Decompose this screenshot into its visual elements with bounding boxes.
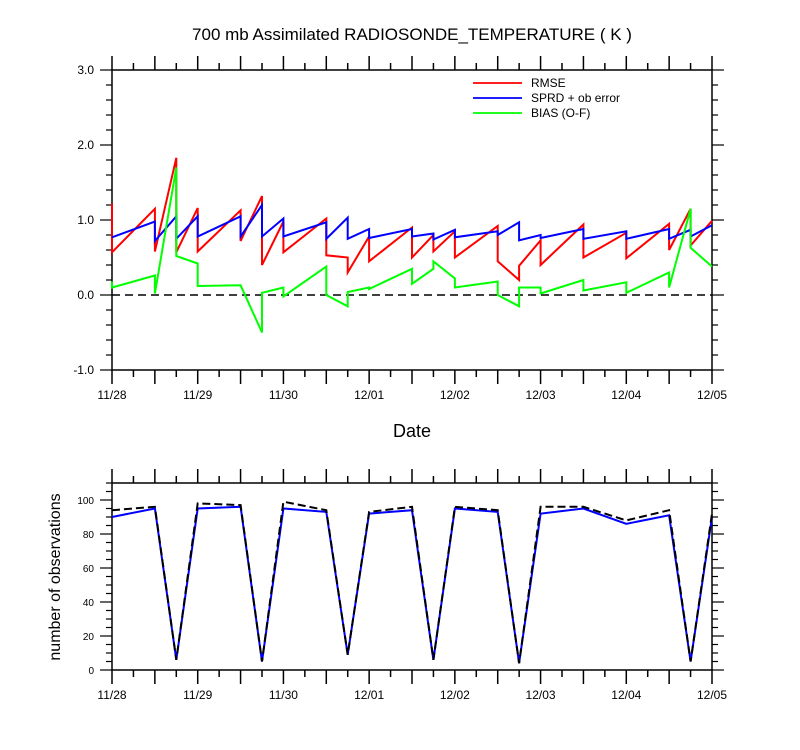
y-tick-label: 2.0: [77, 138, 94, 152]
y-tick-label: 0: [88, 666, 94, 677]
x-tick-label: 11/29: [183, 388, 212, 402]
y-tick-label: 20: [83, 632, 95, 643]
y-tick-label: 1.0: [77, 213, 94, 227]
x-axis-label: Date: [393, 421, 431, 441]
x-tick-label: 12/04: [611, 388, 641, 402]
plot-frame: [111, 69, 713, 371]
series-line-bias-o-f: [111, 167, 713, 333]
bottom-panel: 11/28 11/29 11/30 12/01 12/02 12/03 12/04 12/05…: [47, 469, 727, 702]
series-line-sprd-ob-error: [111, 201, 713, 244]
x-tick-label: 12/05: [697, 688, 727, 702]
legend-label-rmse: RMSE: [531, 76, 566, 90]
x-tick-label: 12/02: [440, 688, 470, 702]
x-tick-label: 12/01: [354, 388, 384, 402]
top-panel: 700 mb Assimilated RADIOSONDE_TEMPERATUR…: [73, 25, 727, 441]
x-tick-label: 12/03: [526, 688, 556, 702]
legend-label-sprd-ob-error: SPRD + ob error: [531, 91, 620, 105]
x-tick-label: 12/02: [440, 388, 470, 402]
y-tick-label: 0.0: [77, 288, 94, 302]
x-tick-label: 12/01: [354, 688, 384, 702]
x-tick-label: 11/28: [97, 388, 126, 402]
chart-title: 700 mb Assimilated RADIOSONDE_TEMPERATUR…: [192, 25, 632, 44]
legend-label-bias-o-f: BIAS (O-F): [531, 106, 590, 120]
top-plot-area: 11/28 11/29 11/30 12/01 12/02 12/03 12/04 12/05…: [73, 56, 727, 402]
y-tick-label: 3.0: [77, 63, 94, 77]
x-tick-label: 12/04: [611, 688, 641, 702]
x-tick-label: 11/28: [97, 688, 126, 702]
series-line-observations-used: [111, 505, 713, 664]
y-axis-label: number of observations: [47, 493, 64, 660]
y-tick-label: 60: [83, 564, 95, 575]
y-tick-label: 40: [83, 598, 95, 609]
series-line-rmse: [111, 157, 713, 283]
x-tick-label: 11/29: [183, 688, 212, 702]
y-tick-label: -1.0: [73, 363, 94, 377]
x-tick-label: 11/30: [269, 688, 298, 702]
series-line-observations-possible: [111, 500, 713, 664]
x-tick-label: 11/30: [269, 388, 298, 402]
x-tick-label: 12/03: [526, 388, 556, 402]
y-tick-label: 100: [77, 496, 94, 507]
x-tick-label: 12/05: [697, 388, 727, 402]
y-tick-label: 80: [83, 530, 95, 541]
bottom-plot-area: 11/28 11/29 11/30 12/01 12/02 12/03 12/04 12/05…: [77, 469, 727, 702]
